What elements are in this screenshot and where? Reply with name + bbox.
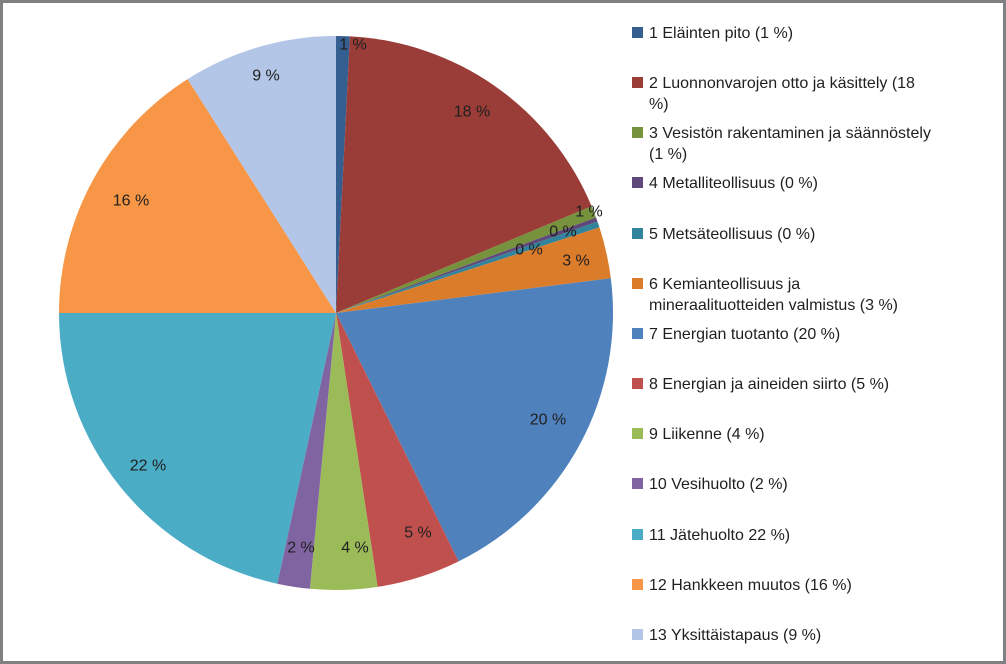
legend-swatch-icon (632, 378, 643, 389)
pie-chart: 1 % 18 % 1 % 0 % 0 % 3 % 20 % 5 % 4 % 2 % 22 % 16 %… (59, 36, 614, 591)
legend-swatch-icon (632, 177, 643, 188)
legend-swatch-icon (632, 328, 643, 339)
legend-label: 7 Energian tuotanto (20 %) (649, 324, 840, 345)
slice-label-11: 22 % (130, 458, 166, 475)
slice-label-6: 3 % (562, 253, 590, 270)
pie-slice-6 (336, 227, 611, 313)
legend-swatch-icon (632, 529, 643, 540)
legend-swatch-icon (632, 428, 643, 439)
legend-label: 10 Vesihuolto (2 %) (649, 474, 788, 495)
legend-label: 12 Hankkeen muutos (16 %) (649, 575, 852, 596)
legend-label: 6 Kemianteollisuus ja mineraalituotteiden… (649, 274, 898, 316)
legend-label-line: 8 Energian ja aineiden siirto (5 %) (649, 376, 890, 393)
legend-swatch-icon (632, 27, 643, 38)
legend-label-line: mineraalituotteiden valmistus (3 %) (649, 297, 898, 314)
legend-swatch-icon (632, 127, 643, 138)
legend-item-10: 10 Vesihuolto (2 %) (632, 474, 788, 495)
legend-item-5: 5 Metsäteollisuus (0 %) (632, 224, 815, 245)
pie-slice-2 (336, 36, 592, 313)
legend-item-1: 1 Eläinten pito (1 %) (632, 23, 793, 44)
slice-label-13: 9 % (252, 68, 280, 85)
legend-label: 11 Jätehuolto 22 %) (649, 525, 790, 546)
legend-item-12: 12 Hankkeen muutos (16 %) (632, 575, 852, 596)
legend-label-line: 1 Eläinten pito (1 %) (649, 25, 794, 42)
legend-label: 5 Metsäteollisuus (0 %) (649, 224, 815, 245)
pie-slice-5 (336, 221, 600, 313)
slice-label-7: 20 % (530, 412, 566, 429)
legend-label-line: 2 Luonnonvarojen otto ja käsittely (18 (649, 75, 915, 92)
pie-slice-12 (59, 79, 336, 314)
pie-slice-9 (309, 313, 378, 591)
legend-label-line: 12 Hankkeen muutos (16 %) (649, 577, 852, 594)
legend-item-13: 13 Yksittäistapaus (9 %) (632, 625, 821, 646)
legend-swatch-icon (632, 77, 643, 88)
pie-slice-1 (336, 36, 350, 313)
legend-label: 4 Metalliteollisuus (0 %) (649, 173, 818, 194)
slice-label-9: 4 % (341, 540, 369, 557)
slice-label-1: 1 % (339, 37, 367, 54)
legend-item-7: 7 Energian tuotanto (20 %) (632, 324, 840, 345)
legend-label-line: 11 Jätehuolto 22 %) (649, 527, 791, 544)
slice-label-2: 18 % (454, 104, 490, 121)
legend-label: 2 Luonnonvarojen otto ja käsittely (18%) (649, 73, 915, 115)
legend-swatch-icon (632, 228, 643, 239)
pie-slice-11 (59, 313, 336, 584)
legend-label-line: 4 Metalliteollisuus (0 %) (649, 175, 818, 192)
legend-label-line: 13 Yksittäistapaus (9 %) (649, 627, 822, 644)
legend-label: 3 Vesistön rakentaminen ja säännöstely (1… (649, 123, 931, 165)
legend-item-6: 6 Kemianteollisuus ja mineraalituotteiden… (632, 274, 898, 316)
legend-item-2: 2 Luonnonvarojen otto ja käsittely (18%) (632, 73, 915, 115)
slice-label-3: 1 % (575, 204, 603, 221)
slice-label-5: 0 % (515, 242, 543, 259)
legend-label: 13 Yksittäistapaus (9 %) (649, 625, 821, 646)
legend-swatch-icon (632, 278, 643, 289)
legend: 1 Eläinten pito (1 %) 2 Luonnonvarojen ot… (632, 3, 1003, 661)
legend-label: 1 Eläinten pito (1 %) (649, 23, 793, 44)
slice-label-12: 16 % (113, 193, 149, 210)
legend-label-line: 9 Liikenne (4 %) (649, 426, 765, 443)
slice-label-8: 5 % (404, 525, 432, 542)
legend-item-11: 11 Jätehuolto 22 %) (632, 525, 790, 546)
legend-swatch-icon (632, 579, 643, 590)
slice-label-4: 0 % (549, 224, 577, 241)
legend-label-line: 6 Kemianteollisuus ja (649, 276, 801, 293)
legend-label-line: 5 Metsäteollisuus (0 %) (649, 226, 816, 243)
pie-slice-7 (336, 278, 614, 562)
legend-label-line: %) (649, 96, 669, 113)
legend-label-line: 3 Vesistön rakentaminen ja säännöstely (649, 125, 931, 142)
slice-label-10: 2 % (287, 540, 315, 557)
legend-swatch-icon (632, 478, 643, 489)
legend-swatch-icon (632, 629, 643, 640)
legend-label-line: 10 Vesihuolto (2 %) (649, 476, 788, 493)
pie-slice-8 (336, 313, 459, 587)
pie-slice-10 (277, 313, 336, 589)
legend-label: 8 Energian ja aineiden siirto (5 %) (649, 374, 889, 395)
pie-slice-13 (187, 36, 336, 313)
legend-label-line: (1 %) (649, 146, 688, 163)
pie-slice-4 (336, 217, 598, 313)
legend-label-line: 7 Energian tuotanto (20 %) (649, 326, 841, 343)
legend-label: 9 Liikenne (4 %) (649, 424, 765, 445)
pie-slice-3 (336, 206, 597, 313)
legend-item-9: 9 Liikenne (4 %) (632, 424, 765, 445)
legend-item-3: 3 Vesistön rakentaminen ja säännöstely (1… (632, 123, 931, 165)
legend-item-8: 8 Energian ja aineiden siirto (5 %) (632, 374, 889, 395)
legend-item-4: 4 Metalliteollisuus (0 %) (632, 173, 818, 194)
